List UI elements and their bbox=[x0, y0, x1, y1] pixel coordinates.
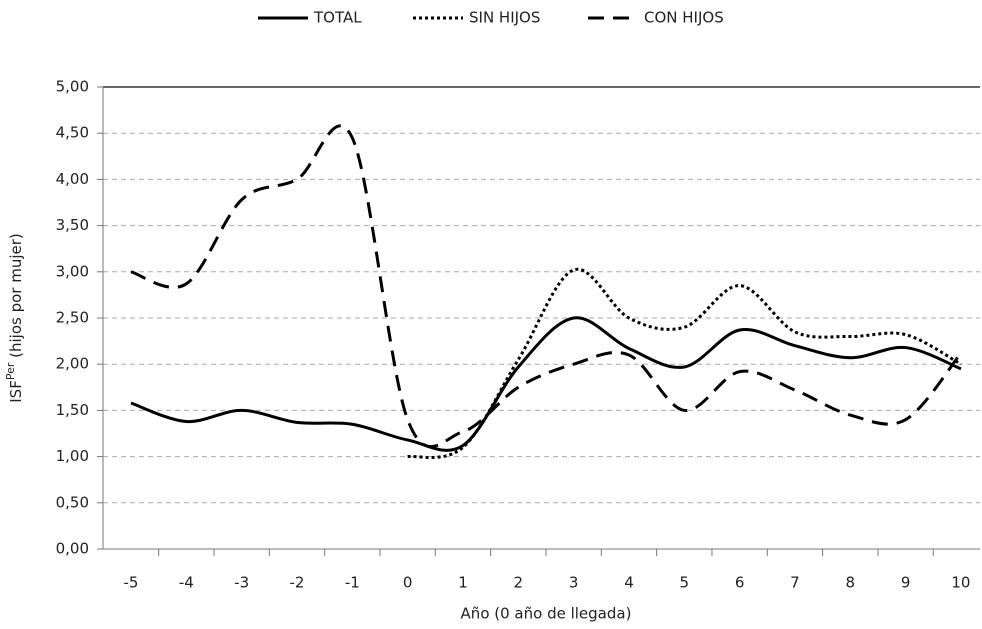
series-line bbox=[407, 267, 962, 459]
legend-label: TOTAL bbox=[313, 9, 362, 27]
y-label-rest: (hijos por mujer) bbox=[7, 233, 25, 362]
x-tick-label: 10 bbox=[951, 574, 970, 592]
y-tick-label: 5,00 bbox=[56, 78, 89, 96]
y-tick-label: 1,50 bbox=[56, 401, 89, 419]
y-tick-label: 4,50 bbox=[56, 124, 89, 142]
x-tick-label: -2 bbox=[290, 574, 305, 592]
x-tick-label: 7 bbox=[790, 574, 800, 592]
y-label-sup: Per bbox=[4, 362, 17, 380]
series-line bbox=[130, 124, 963, 449]
x-tick-label: 1 bbox=[458, 574, 468, 592]
y-tick-label: 0,50 bbox=[56, 493, 89, 511]
legend-label: SIN HIJOS bbox=[469, 9, 540, 27]
legend-label: CON HIJOS bbox=[644, 9, 724, 27]
x-axis-label: Año (0 año de llegada) bbox=[461, 605, 632, 623]
y-tick-label: 3,00 bbox=[56, 262, 89, 280]
y-tick-label: 2,50 bbox=[56, 309, 89, 327]
y-tick-label: 2,00 bbox=[56, 355, 89, 373]
x-tick-label: -3 bbox=[234, 574, 249, 592]
x-tick-label: 8 bbox=[846, 574, 856, 592]
y-tick-label: 4,00 bbox=[56, 170, 89, 188]
x-tick-label: 5 bbox=[680, 574, 690, 592]
y-tick-label: 0,00 bbox=[56, 540, 89, 558]
x-tick-label: 9 bbox=[901, 574, 911, 592]
x-tick-label: 2 bbox=[514, 574, 524, 592]
x-tick-label: 4 bbox=[624, 574, 634, 592]
y-label-base: ISF bbox=[7, 380, 25, 403]
y-tick-label: 3,50 bbox=[56, 216, 89, 234]
series-line bbox=[130, 316, 962, 452]
x-tick-label: -5 bbox=[124, 574, 139, 592]
x-tick-label: 0 bbox=[403, 574, 413, 592]
y-tick-label: 1,00 bbox=[56, 447, 89, 465]
x-tick-label: -4 bbox=[179, 574, 194, 592]
x-tick-label: 3 bbox=[569, 574, 579, 592]
y-axis-label: ISFPer (hijos por mujer) bbox=[4, 233, 25, 403]
x-tick-label: 6 bbox=[735, 574, 745, 592]
x-tick-label: -1 bbox=[345, 574, 360, 592]
